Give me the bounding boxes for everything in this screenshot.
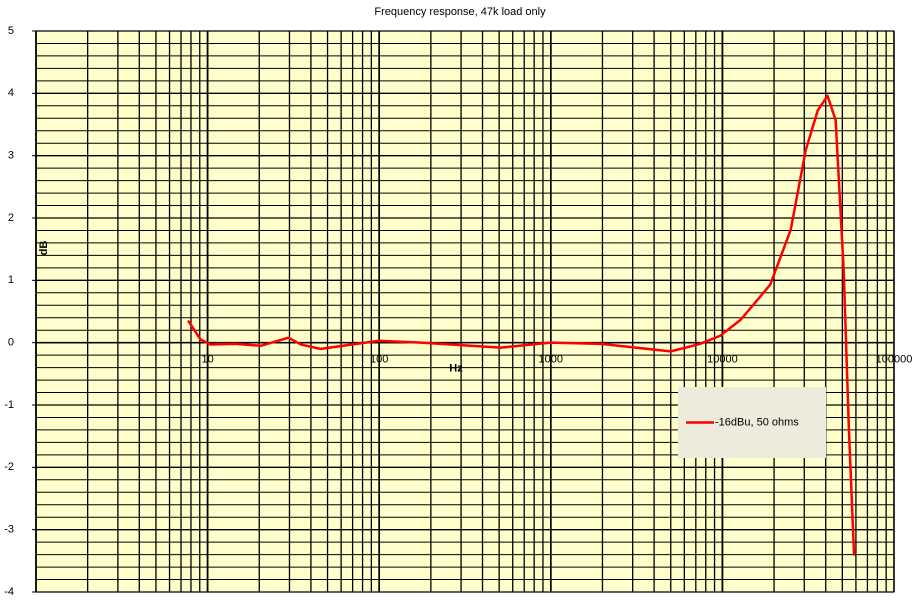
y-tick-label: 0: [8, 337, 14, 349]
y-axis-label: dB: [38, 241, 50, 256]
y-tick-label: 1: [8, 274, 14, 286]
x-tick-label: 10: [201, 354, 213, 366]
plot-area: [36, 31, 894, 592]
y-tick-label: 4: [8, 87, 14, 99]
plot-border: [35, 30, 895, 593]
x-tick-label: 100: [370, 354, 388, 366]
y-tick-label: -2: [4, 461, 14, 473]
y-tick-label: -3: [4, 524, 14, 536]
x-tick-label: 1000: [539, 354, 563, 366]
chart-title: Frequency response, 47k load only: [374, 6, 546, 18]
y-tick-label: 2: [8, 212, 14, 224]
data-line: [187, 94, 856, 556]
y-tick-label: -4: [4, 586, 14, 598]
x-axis-label: Hz: [449, 363, 463, 375]
y-tick-label: 5: [8, 25, 14, 37]
legend-label: -16dBu, 50 ohms: [715, 416, 799, 428]
x-tick-label: 10000: [707, 354, 738, 366]
y-tick-label: -1: [4, 399, 14, 411]
legend: -16dBu, 50 ohms: [678, 387, 826, 458]
y-tick-label: 3: [8, 150, 14, 162]
